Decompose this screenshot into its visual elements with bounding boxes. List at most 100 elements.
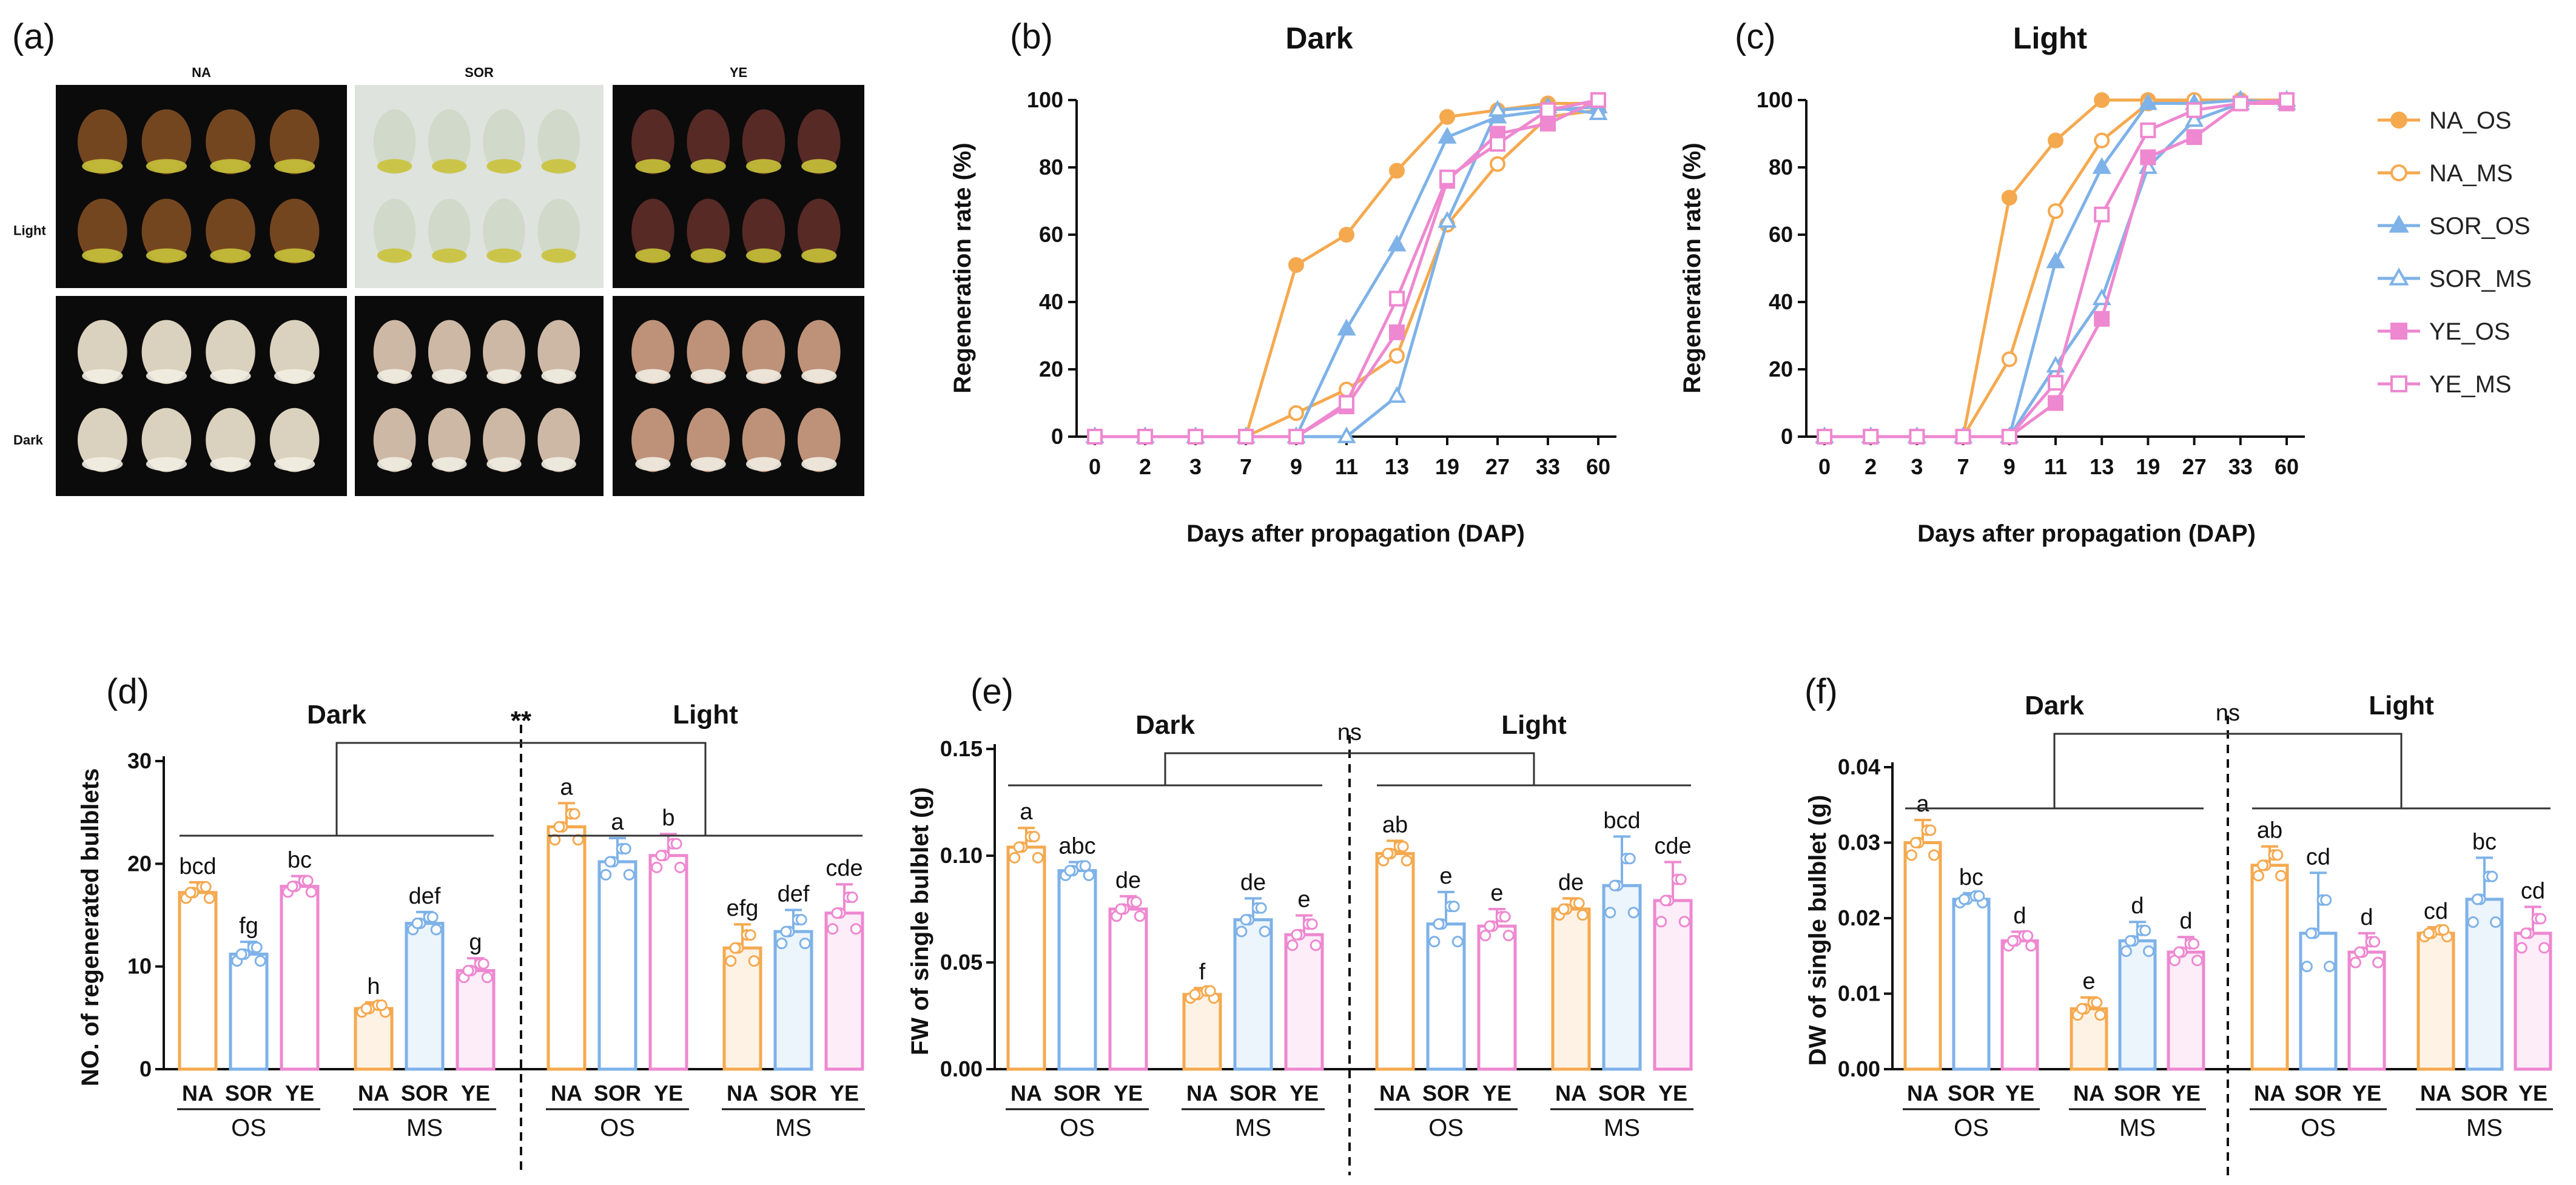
x-tick-label: 60 (1586, 454, 1610, 479)
sample-dot (1032, 851, 1044, 864)
legend-label-SOR_OS: SOR_OS (2429, 213, 2531, 240)
bar-YE (1108, 907, 1148, 1071)
sample-dot (2301, 961, 2313, 973)
bulblet-base (541, 248, 576, 263)
bulb-scale (428, 320, 471, 384)
significance-letter: a (1916, 791, 1929, 817)
point-NA_OS (1389, 163, 1405, 179)
bulb-scale (631, 109, 674, 175)
y-tick-label: 0 (1051, 424, 1063, 449)
sample-dot (1115, 903, 1127, 915)
sample-dot (1905, 849, 1917, 861)
bar-YE (1477, 924, 1517, 1071)
point-YE_MS (1389, 290, 1405, 307)
bulb-scale (141, 198, 192, 264)
bulblet-base (745, 159, 782, 173)
y-tick-label: 20 (127, 851, 152, 876)
point-YE_MS (1339, 395, 1354, 411)
category-label: NA (182, 1081, 214, 1106)
point-YE_MS (2186, 102, 2202, 118)
sample-dot (2538, 942, 2551, 954)
y-tick-label: 40 (1769, 289, 1793, 314)
category-label: SOR (1598, 1081, 1646, 1106)
sample-dot (200, 881, 212, 893)
sample-dot (850, 923, 862, 935)
sample-dot (184, 887, 197, 899)
y-axis-label: FW of single bulblet (g) (907, 787, 933, 1055)
point-SOR_OS (1337, 318, 1356, 336)
bar-NA (546, 825, 587, 1071)
x-tick-label: 33 (2228, 454, 2253, 479)
photo-col-label: YE (730, 65, 747, 80)
bar-NA (2416, 932, 2455, 1071)
bulb-scale (428, 109, 471, 175)
sample-dot (1189, 989, 1201, 1001)
bar-SOR (1057, 869, 1097, 1071)
significance-letter: a (560, 774, 573, 800)
sample-dot (2252, 870, 2264, 882)
x-tick-label: 60 (2275, 454, 2299, 479)
sample-dot (2124, 935, 2136, 947)
point-YE_MS (1817, 429, 1832, 445)
category-label: NA (2254, 1081, 2285, 1106)
point-SOR_OS (2138, 93, 2157, 110)
x-tick-label: 9 (1290, 454, 1302, 479)
point-YE_MS (1238, 429, 1254, 445)
bulblet-base (82, 248, 123, 263)
bar-NA (1182, 993, 1222, 1071)
significance-letter: d (2013, 903, 2026, 928)
sample-dot (1306, 918, 1318, 930)
photo-col-label: NA (192, 65, 211, 80)
panel-label-f: (f) (1804, 672, 1838, 711)
sample-dot (251, 941, 263, 953)
category-label: YE (285, 1081, 314, 1106)
significance-letter: cd (2521, 878, 2545, 904)
point-YE_OS (2140, 149, 2156, 166)
bulblet-base (377, 248, 412, 263)
point-SOR_MS (1438, 211, 1457, 228)
sample-dot (2320, 894, 2332, 906)
sample-dot (729, 942, 741, 954)
category-label: YE (1658, 1081, 1687, 1106)
point-YE_MS (1863, 429, 1879, 445)
legend-label-NA_MS: NA_MS (2429, 160, 2513, 187)
point-NA_MS (2094, 132, 2110, 149)
category-label: YE (2352, 1081, 2381, 1106)
bar-YE (1284, 933, 1324, 1071)
significance-letter: d (2131, 893, 2144, 919)
sample-dot (1028, 830, 1040, 842)
sample-dot (426, 911, 439, 923)
y-tick-label: 0.05 (940, 950, 983, 975)
sample-dot (1624, 853, 1636, 865)
bulb-scale (206, 198, 255, 264)
point-YE_MS (1188, 429, 1203, 445)
sample-dot (780, 925, 792, 938)
sample-dot (1401, 854, 1413, 867)
group-label: MS (1235, 1115, 1271, 1141)
y-tick-label: 80 (1769, 155, 1793, 180)
point-YE_MS (2140, 122, 2156, 138)
bulb-scale (798, 109, 841, 175)
legend-marker-YE_MS (2390, 375, 2407, 392)
bulblet-base (274, 369, 315, 383)
y-tick-label: 10 (127, 954, 152, 979)
category-label: YE (1114, 1081, 1143, 1106)
point-YE_MS (2094, 206, 2110, 223)
y-tick-label: 80 (1039, 155, 1063, 180)
bar-NA (1551, 907, 1591, 1071)
bulb-scale (206, 408, 255, 472)
x-tick-label: 3 (1911, 454, 1923, 479)
sample-dot (2091, 996, 2103, 1009)
bulblet-base (432, 159, 467, 173)
x-tick-label: 9 (2003, 454, 2016, 479)
sample-dot (670, 838, 682, 850)
significance-letter: de (1115, 868, 1141, 893)
significance-letter: cde (1654, 834, 1691, 859)
significance-letter: abc (1058, 834, 1095, 859)
x-tick-label: 2 (1139, 454, 1151, 479)
point-YE_OS (2048, 395, 2063, 411)
sample-dot (1064, 865, 1076, 877)
point-SOR_MS (1337, 426, 1356, 443)
panel-label-e: (e) (970, 672, 1014, 711)
bulblet-base (745, 248, 782, 263)
